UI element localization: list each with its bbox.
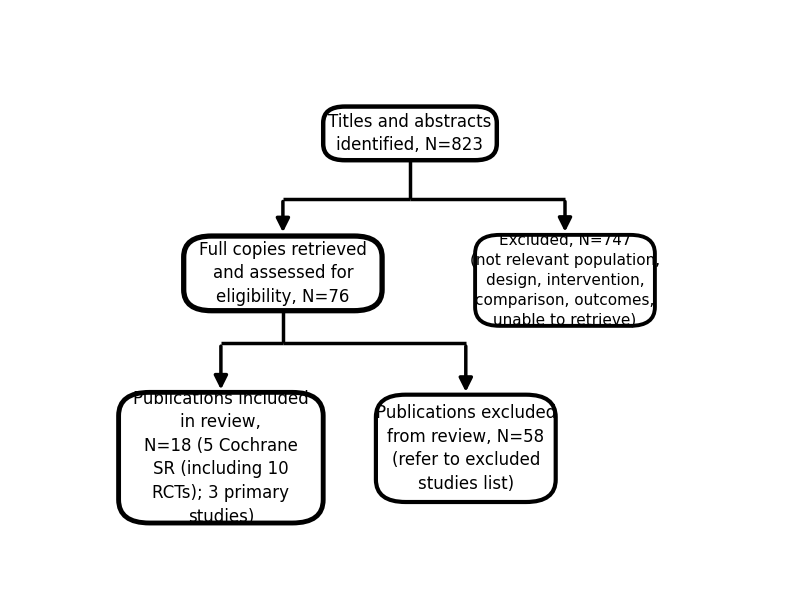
FancyBboxPatch shape [475, 235, 655, 326]
Text: Publications included
in review,
N=18 (5 Cochrane
SR (including 10
RCTs); 3 prim: Publications included in review, N=18 (5… [133, 390, 309, 525]
Text: Titles and abstracts
identified, N=823: Titles and abstracts identified, N=823 [328, 113, 492, 154]
FancyBboxPatch shape [323, 107, 497, 160]
FancyBboxPatch shape [118, 392, 323, 523]
Text: Full copies retrieved
and assessed for
eligibility, N=76: Full copies retrieved and assessed for e… [199, 241, 367, 306]
Text: Publications excluded
from review, N=58
(refer to excluded
studies list): Publications excluded from review, N=58 … [376, 404, 556, 493]
FancyBboxPatch shape [184, 236, 382, 311]
Text: Excluded, N=747
(not relevant population,
design, intervention,
comparison, outc: Excluded, N=747 (not relevant population… [470, 233, 660, 327]
FancyBboxPatch shape [376, 395, 556, 502]
